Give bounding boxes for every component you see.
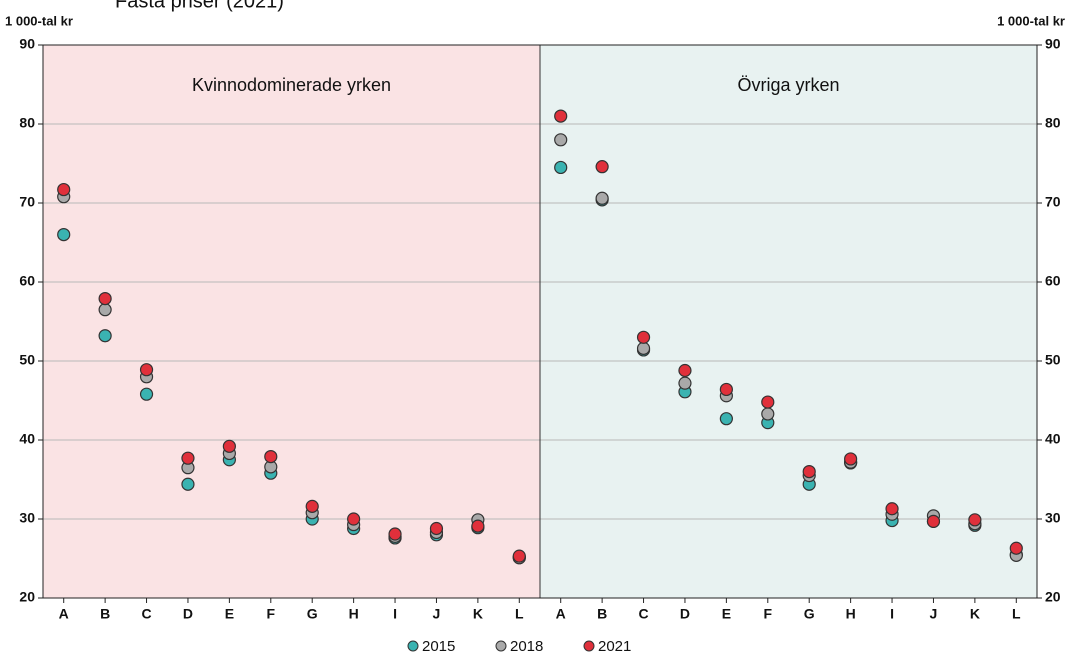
point xyxy=(139,387,154,401)
point xyxy=(1009,541,1023,555)
x-tick-label: H xyxy=(846,606,856,622)
x-tick-label: F xyxy=(267,606,276,622)
point xyxy=(761,395,775,409)
point xyxy=(222,439,236,453)
plot-frame xyxy=(42,44,1038,599)
y2-tick-label: 60 xyxy=(1045,273,1061,289)
x-tick-label: B xyxy=(597,606,607,622)
point xyxy=(57,228,71,242)
y-tick-label: 90 xyxy=(19,36,35,52)
point xyxy=(595,160,609,174)
point xyxy=(98,291,112,306)
y2-tick-label: 80 xyxy=(1045,115,1061,131)
point xyxy=(98,303,112,317)
x-tick-label: K xyxy=(970,606,980,622)
y2-tick-label: 70 xyxy=(1045,194,1061,210)
legend-label: 2018 xyxy=(510,638,543,654)
point xyxy=(678,363,692,378)
x-tick-label: C xyxy=(638,606,648,622)
legend-marker xyxy=(583,640,595,652)
legend-label: 2015 xyxy=(422,638,455,654)
point xyxy=(471,519,485,533)
panel-background xyxy=(540,45,1037,598)
point xyxy=(98,329,112,343)
point xyxy=(844,452,858,466)
y-axis-label: 1 000-tal kr xyxy=(5,13,73,28)
point xyxy=(429,521,444,536)
point xyxy=(802,465,816,479)
point xyxy=(139,363,154,377)
x-tick-label: L xyxy=(1012,606,1021,622)
x-tick-label: I xyxy=(890,606,894,622)
chart-title: Fasta priser (2021) xyxy=(115,0,284,12)
x-tick-label: D xyxy=(680,606,690,622)
x-tick-label: A xyxy=(59,606,69,622)
y2-tick-label: 40 xyxy=(1045,431,1061,447)
x-tick-label: I xyxy=(393,606,397,622)
point xyxy=(554,133,568,147)
point xyxy=(678,376,692,390)
point xyxy=(719,412,733,426)
x-tick-label: G xyxy=(307,606,318,622)
point xyxy=(57,182,71,197)
x-tick-label: J xyxy=(433,606,441,622)
point xyxy=(926,514,941,528)
x-tick-label: D xyxy=(183,606,193,622)
x-tick-label: H xyxy=(349,606,359,622)
point xyxy=(595,191,609,205)
point xyxy=(554,109,568,123)
point xyxy=(719,382,733,397)
point xyxy=(181,477,195,491)
point xyxy=(761,407,775,421)
x-tick-label: L xyxy=(515,606,524,622)
panel-background xyxy=(43,45,540,598)
point xyxy=(968,513,982,527)
legend-label: 2021 xyxy=(598,638,631,654)
legend-marker xyxy=(495,640,507,652)
point xyxy=(636,330,651,344)
x-tick-label: A xyxy=(556,606,566,622)
point xyxy=(305,499,319,513)
point xyxy=(885,502,899,516)
point xyxy=(347,512,361,526)
y2-tick-label: 30 xyxy=(1045,510,1061,526)
panel-title: Kvinnodominerade yrken xyxy=(192,75,391,95)
point xyxy=(264,449,278,464)
x-tick-label: F xyxy=(764,606,773,622)
y2-axis-label: 1 000-tal kr xyxy=(997,13,1065,28)
panel-title: Övriga yrken xyxy=(737,75,839,95)
y-tick-label: 60 xyxy=(19,273,35,289)
legend-marker xyxy=(407,640,419,652)
point xyxy=(181,451,195,465)
x-tick-label: E xyxy=(722,606,731,622)
point xyxy=(512,549,526,563)
x-tick-label: J xyxy=(930,606,938,622)
y-tick-label: 40 xyxy=(19,431,35,447)
y2-tick-label: 20 xyxy=(1045,589,1061,605)
point xyxy=(388,527,402,541)
x-tick-label: K xyxy=(473,606,483,622)
y2-tick-label: 90 xyxy=(1045,36,1061,52)
x-tick-label: C xyxy=(141,606,151,622)
y-tick-label: 70 xyxy=(19,194,35,210)
y-tick-label: 30 xyxy=(19,510,35,526)
x-tick-label: B xyxy=(100,606,110,622)
y-tick-label: 20 xyxy=(19,589,35,605)
y-tick-label: 50 xyxy=(19,352,35,368)
y2-tick-label: 50 xyxy=(1045,352,1061,368)
x-tick-label: E xyxy=(225,606,234,622)
point xyxy=(554,160,568,175)
point xyxy=(636,341,651,355)
y-tick-label: 80 xyxy=(19,115,35,131)
x-tick-label: G xyxy=(804,606,815,622)
